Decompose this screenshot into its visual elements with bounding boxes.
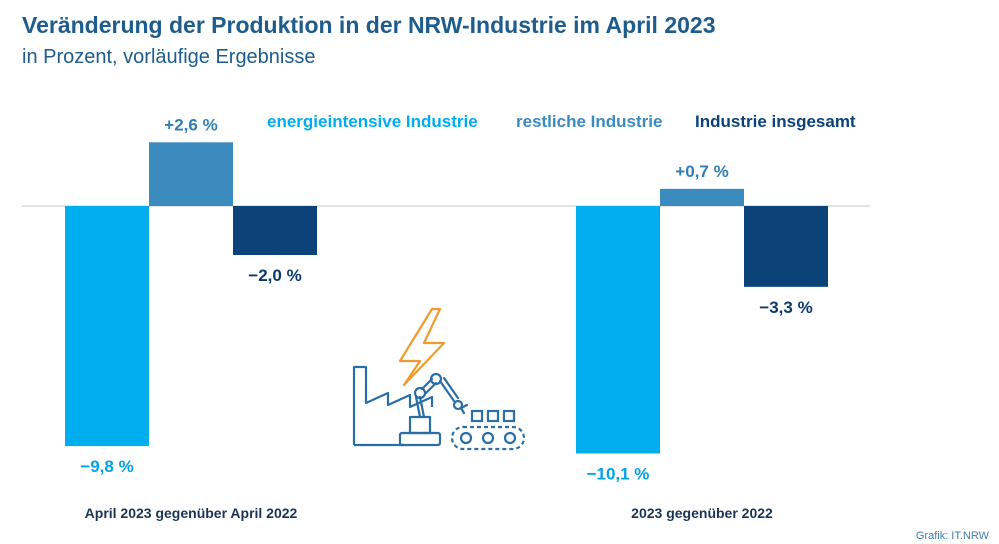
- data-label-insgesamt-1: −3,3 %: [759, 298, 812, 317]
- bar-insgesamt-1: [744, 206, 828, 287]
- industry-illustration: [352, 307, 526, 451]
- data-label-insgesamt-0: −2,0 %: [248, 266, 301, 285]
- data-label-restliche-0: +2,6 %: [164, 115, 217, 134]
- bar-restliche-0: [149, 142, 233, 206]
- category-label-april: April 2023 gegenüber April 2022: [84, 505, 298, 521]
- lightning-bolt-icon: [398, 307, 446, 387]
- source-credit: Grafik: IT.NRW: [915, 530, 989, 542]
- bar-energieintensive-1: [576, 206, 660, 454]
- bar-restliche-1: [660, 188, 744, 206]
- chart-subtitle: in Prozent, vorläufige Ergebnisse: [22, 46, 316, 68]
- legend-energieintensive: energieintensive Industrie: [267, 112, 478, 131]
- data-label-energieintensive-1: −10,1 %: [587, 464, 650, 483]
- bar-insgesamt-0: [233, 206, 317, 255]
- legend-restliche: restliche Industrie: [516, 112, 663, 131]
- legend-insgesamt: Industrie insgesamt: [695, 112, 856, 131]
- data-label-energieintensive-0: −9,8 %: [80, 457, 133, 476]
- chart-title: Veränderung der Produktion in der NRW-In…: [22, 12, 716, 38]
- category-label-year: 2023 gegenüber 2022: [631, 505, 773, 521]
- robot-arm-icon: [398, 372, 469, 447]
- bar-energieintensive-0: [65, 206, 149, 447]
- conveyor-belt-icon: [450, 409, 526, 451]
- data-label-restliche-1: +0,7 %: [675, 162, 728, 181]
